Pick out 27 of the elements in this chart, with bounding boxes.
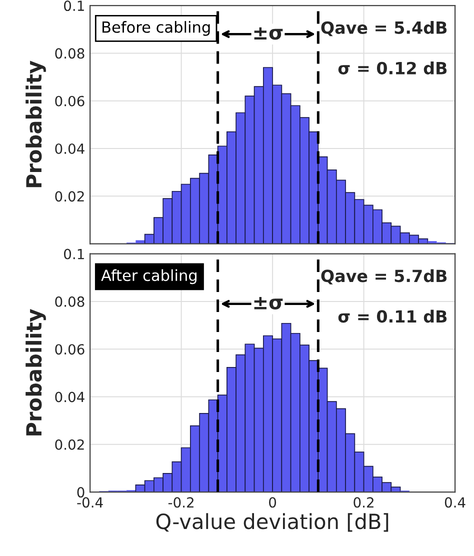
annotation: σ = 0.12 dB (338, 62, 447, 74)
y-tick-label: 0.08 (55, 296, 84, 307)
annotation: After cabling (101, 269, 196, 284)
x-axis-title: Q-value deviation [dB] (156, 513, 388, 532)
y-tick-label: 0.06 (55, 96, 84, 106)
y-tick-label: 0.08 (55, 48, 84, 59)
y-axis-title: Probability (26, 60, 46, 188)
y-tick-label: 0.04 (55, 392, 84, 402)
y-tick-label: 0.04 (55, 143, 84, 154)
annotation: ±σ (254, 297, 283, 310)
x-tick-label: -0.4 (77, 497, 103, 508)
y-tick-label: 0.02 (55, 191, 84, 202)
annotation: σ = 0.11 dB (338, 310, 447, 323)
annotation: ±σ (254, 27, 283, 40)
y-tick-label: 0.1 (64, 0, 84, 12)
y-axis-title: Probability (26, 308, 46, 436)
x-tick-label: 0.2 (354, 497, 374, 508)
annotation: Qave = 5.4dB (321, 21, 447, 36)
x-tick-label: -0.2 (168, 497, 194, 508)
annotation: Qave = 5.7dB (321, 269, 447, 284)
x-tick-label: 0.4 (444, 497, 466, 508)
x-tick-label: 0 (269, 497, 276, 508)
y-tick-label: 0 (77, 487, 84, 498)
annotation: Before cabling (102, 21, 210, 36)
y-tick-label: 0.02 (55, 439, 84, 450)
y-tick-label: 0.1 (64, 248, 84, 260)
y-tick-label: 0.06 (55, 344, 84, 355)
